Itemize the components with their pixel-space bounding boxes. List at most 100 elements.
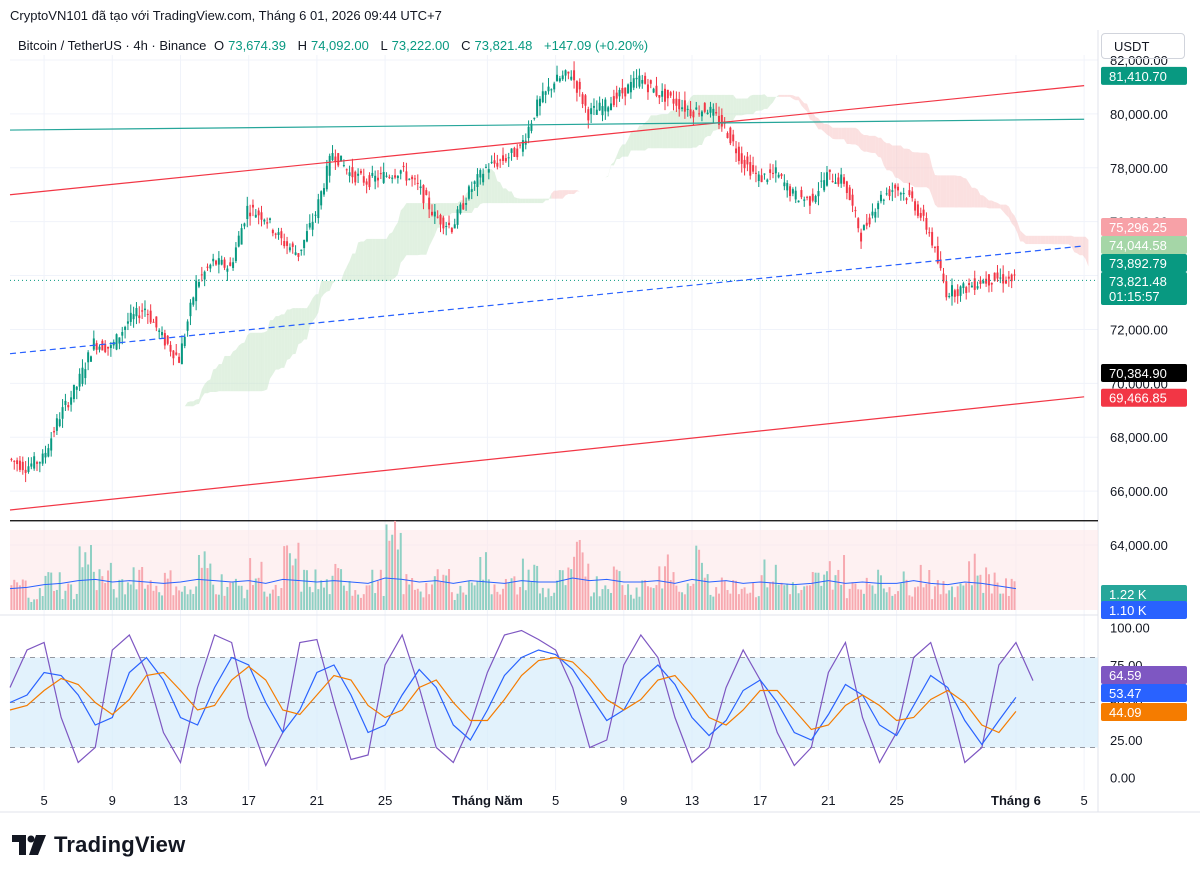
cloud-segment (778, 94, 782, 97)
volume-ma-tag: 1.10 K (1109, 603, 1147, 618)
volume-bar (413, 589, 416, 610)
price-tick-label: 82,000.00 (1110, 53, 1168, 68)
volume-bar (902, 571, 905, 610)
volume-bar (584, 576, 587, 610)
currency-selector[interactable]: USDT (1101, 33, 1185, 59)
candle-body (953, 290, 956, 297)
volume-bar (396, 549, 399, 610)
volume-bar (703, 577, 706, 610)
price-axis[interactable]: 64,000.0066,000.0068,000.0070,000.0072,0… (1101, 53, 1187, 786)
candle-body (337, 153, 340, 166)
volume-bar (752, 582, 755, 610)
volume-bar (405, 574, 408, 610)
cloud-segment (1028, 235, 1032, 245)
volume-bar (962, 585, 965, 610)
cloud-segment (767, 96, 771, 109)
volume-bar (874, 593, 877, 610)
candle-body (746, 156, 749, 165)
cloud-segment (642, 122, 646, 151)
candle-body (948, 295, 951, 297)
cloud-segment (798, 96, 802, 106)
volume-bar (502, 588, 505, 610)
volume-bar (854, 583, 857, 610)
candle-body (385, 175, 388, 177)
tradingview-logo[interactable]: TradingView (12, 830, 185, 860)
candle-body (234, 247, 237, 262)
volume-bar (442, 574, 445, 610)
volume-bar (990, 593, 993, 610)
volume-bar (681, 592, 684, 610)
candle-body (789, 186, 792, 197)
cloud-segment (741, 98, 745, 116)
candle-body (462, 203, 465, 210)
cloud-segment (406, 203, 410, 256)
volume-bar (993, 572, 996, 610)
volume-bar (209, 563, 212, 610)
candle-body (985, 278, 988, 284)
cloud-segment (676, 108, 680, 149)
candle-body (999, 277, 1002, 279)
cloud-segment (946, 175, 950, 208)
candle-body (911, 191, 914, 199)
volume-bar (970, 585, 973, 610)
time-tick-label: 5 (552, 793, 559, 808)
volume-bar (422, 597, 425, 610)
cloud-segment (255, 332, 259, 392)
volume-bar (911, 596, 914, 610)
candle-body (109, 345, 112, 349)
candle-body (183, 336, 186, 347)
publish-info: CryptoVN101 đã tạo với TradingView.com, … (10, 8, 442, 23)
cloud-segment (787, 94, 791, 97)
symbol-name[interactable]: Bitcoin / TetherUS · 4h · Binance (18, 38, 207, 53)
price-tag: 73,892.79 (1109, 256, 1167, 271)
cloud-segment (358, 241, 361, 282)
candle-body (669, 92, 672, 96)
volume-bar (351, 595, 354, 610)
time-tick-label: 9 (109, 793, 116, 808)
candle-body (567, 71, 570, 74)
candle-body (823, 180, 826, 191)
candle-body (104, 343, 107, 353)
cloud-segment (807, 103, 810, 120)
volume-bar (467, 581, 470, 610)
volume-bar (385, 524, 388, 610)
volume-bar (391, 534, 394, 610)
cloud-segment (895, 145, 899, 179)
candle-body (146, 313, 149, 315)
cloud-segment (122, 457, 126, 463)
candle-body (209, 264, 212, 269)
candle-body (760, 175, 763, 183)
cloud-segment (900, 145, 904, 184)
candle-body (132, 314, 135, 320)
volume-tag-bg (1101, 585, 1187, 603)
cloud-segment (230, 351, 234, 392)
channel-top (9, 85, 1085, 196)
volume-bar (340, 569, 343, 610)
volume-bar (382, 595, 385, 610)
candle-body (175, 352, 178, 355)
cloud-segment (278, 314, 282, 370)
candle-body (396, 175, 399, 179)
volume-bar (757, 596, 760, 610)
candle-body (317, 199, 320, 219)
volume-bar (433, 576, 436, 610)
volume-bar (808, 585, 811, 610)
cloud-segment (559, 190, 563, 199)
candle-body (459, 204, 462, 214)
candle-body (794, 190, 797, 200)
close-label: C (461, 38, 471, 53)
volume-bar (678, 591, 681, 610)
time-axis[interactable]: 5 9 13 17 21 25 Tháng Năm 5 9 13 17 21 25 Tháng 6 5 (40, 793, 1087, 808)
candle-body (377, 177, 379, 181)
candle-body (641, 80, 644, 84)
candle-body (879, 194, 882, 202)
volume-bar (357, 594, 360, 610)
volume-bar (769, 582, 772, 610)
volume-bar (124, 594, 127, 610)
tradingview-logo-text: TradingView (54, 832, 186, 857)
cloud-segment (491, 169, 495, 204)
candle-body (743, 159, 746, 169)
cloud-segment (409, 203, 413, 256)
candle-body (232, 262, 235, 268)
